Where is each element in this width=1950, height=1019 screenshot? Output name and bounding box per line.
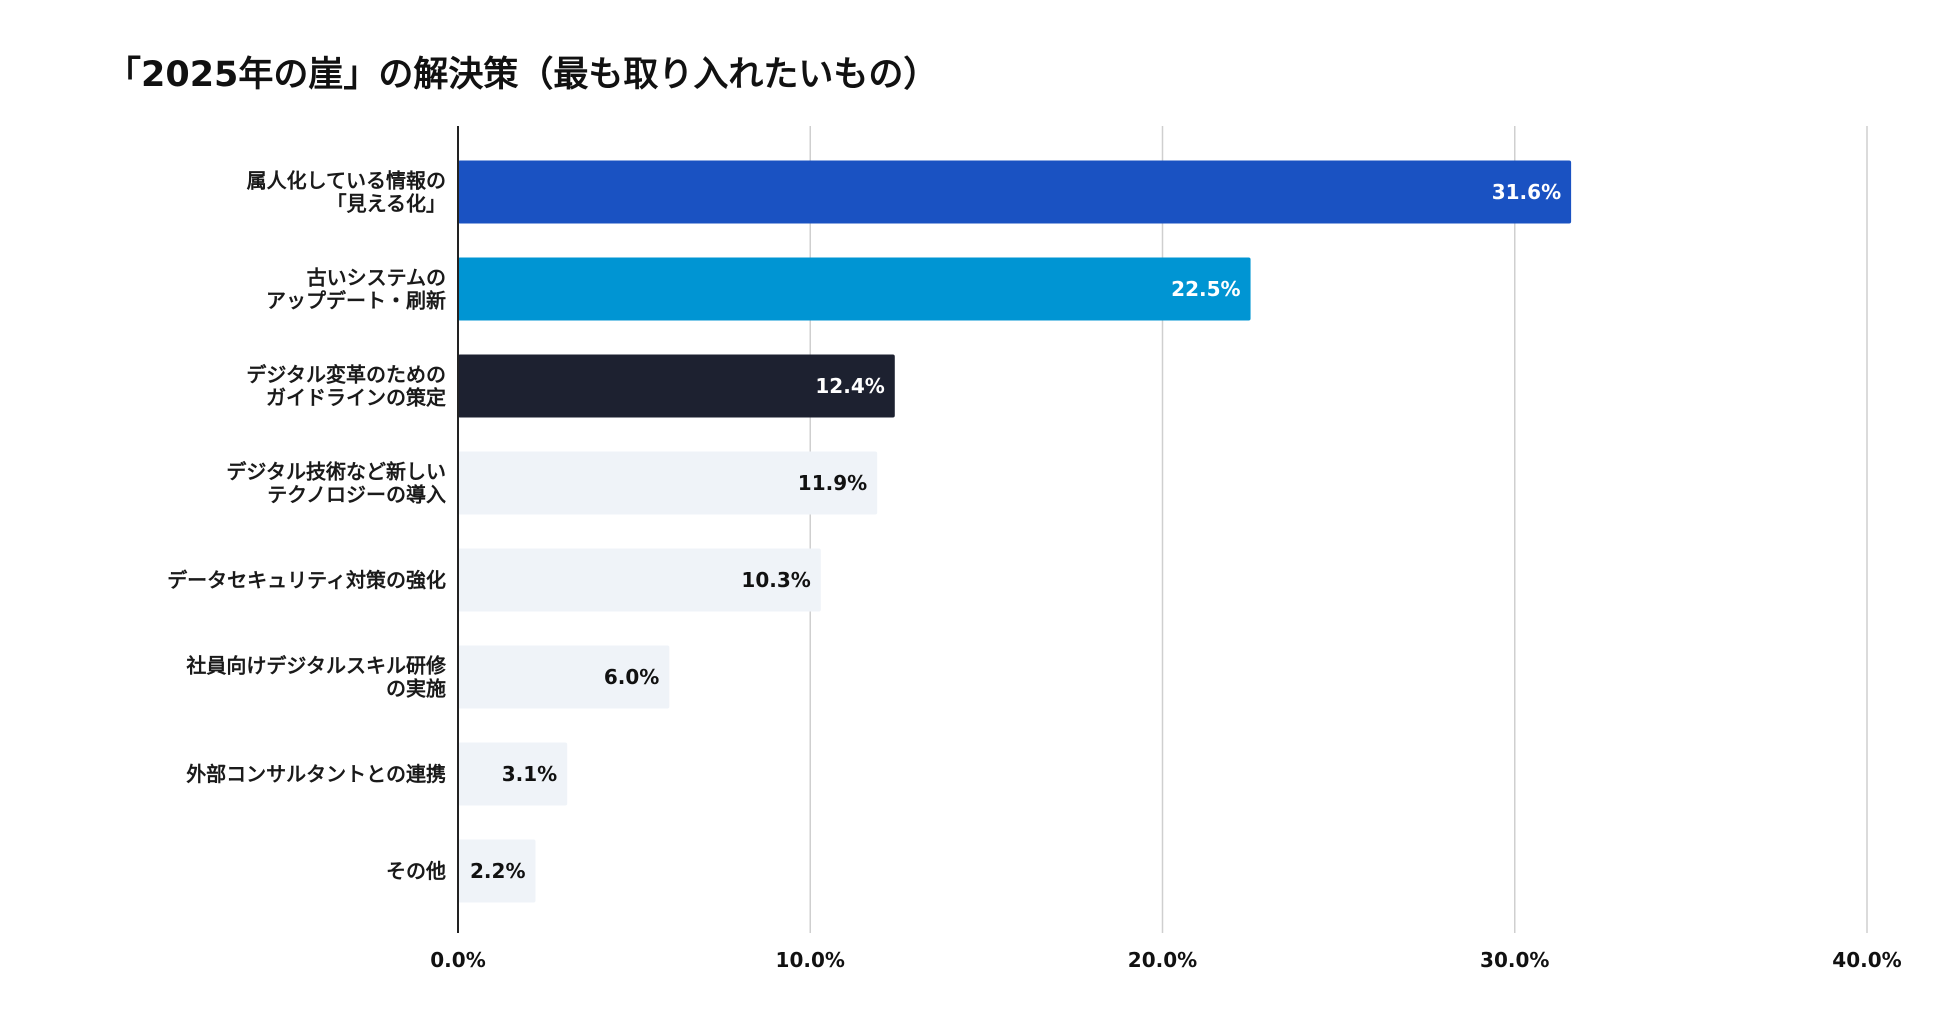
category-label: 属人化している情報の「見える化」 bbox=[247, 169, 446, 216]
bar-value-label: 3.1% bbox=[502, 762, 557, 786]
bar bbox=[458, 354, 895, 418]
category-label: 古いシステムのアップデート・刷新 bbox=[266, 266, 446, 313]
category-label: デジタル技術など新しいテクノロジーの導入 bbox=[226, 460, 446, 507]
chart-title: 「2025年の崖」の解決策（最も取り入れたいもの） bbox=[106, 55, 939, 95]
bar bbox=[458, 160, 1572, 224]
bars bbox=[458, 160, 1572, 903]
x-tick-label: 0.0% bbox=[430, 948, 485, 972]
category-label: 外部コンサルタントとの連携 bbox=[186, 762, 446, 786]
bar-value-label: 31.6% bbox=[1492, 180, 1561, 204]
bar-value-label: 6.0% bbox=[604, 665, 659, 689]
category-label: 社員向けデジタルスキル研修の実施 bbox=[185, 654, 447, 701]
bar-value-label: 11.9% bbox=[798, 471, 867, 495]
bar-value-label: 2.2% bbox=[470, 859, 525, 883]
category-label: データセキュリティ対策の強化 bbox=[167, 568, 446, 592]
x-tick-label: 40.0% bbox=[1832, 948, 1901, 972]
category-label: その他 bbox=[386, 859, 446, 883]
labels: 0.0% 10.0% 20.0% 30.0% 40.0% 31.6% 属人化している情報の「… bbox=[167, 169, 1902, 973]
bar-value-label: 10.3% bbox=[741, 568, 810, 592]
bar bbox=[458, 742, 568, 806]
x-tick-label: 10.0% bbox=[776, 948, 845, 972]
x-tick-label: 30.0% bbox=[1480, 948, 1549, 972]
bar bbox=[458, 548, 821, 612]
bar bbox=[458, 839, 536, 903]
bar-value-label: 22.5% bbox=[1171, 277, 1240, 301]
bar-value-label: 12.4% bbox=[815, 374, 884, 398]
x-tick-label: 20.0% bbox=[1128, 948, 1197, 972]
gridlines bbox=[809, 126, 1868, 933]
category-label: デジタル変革のためのガイドラインの策定 bbox=[246, 363, 446, 410]
bar bbox=[458, 257, 1251, 321]
bar bbox=[458, 645, 670, 709]
bar bbox=[458, 451, 878, 515]
